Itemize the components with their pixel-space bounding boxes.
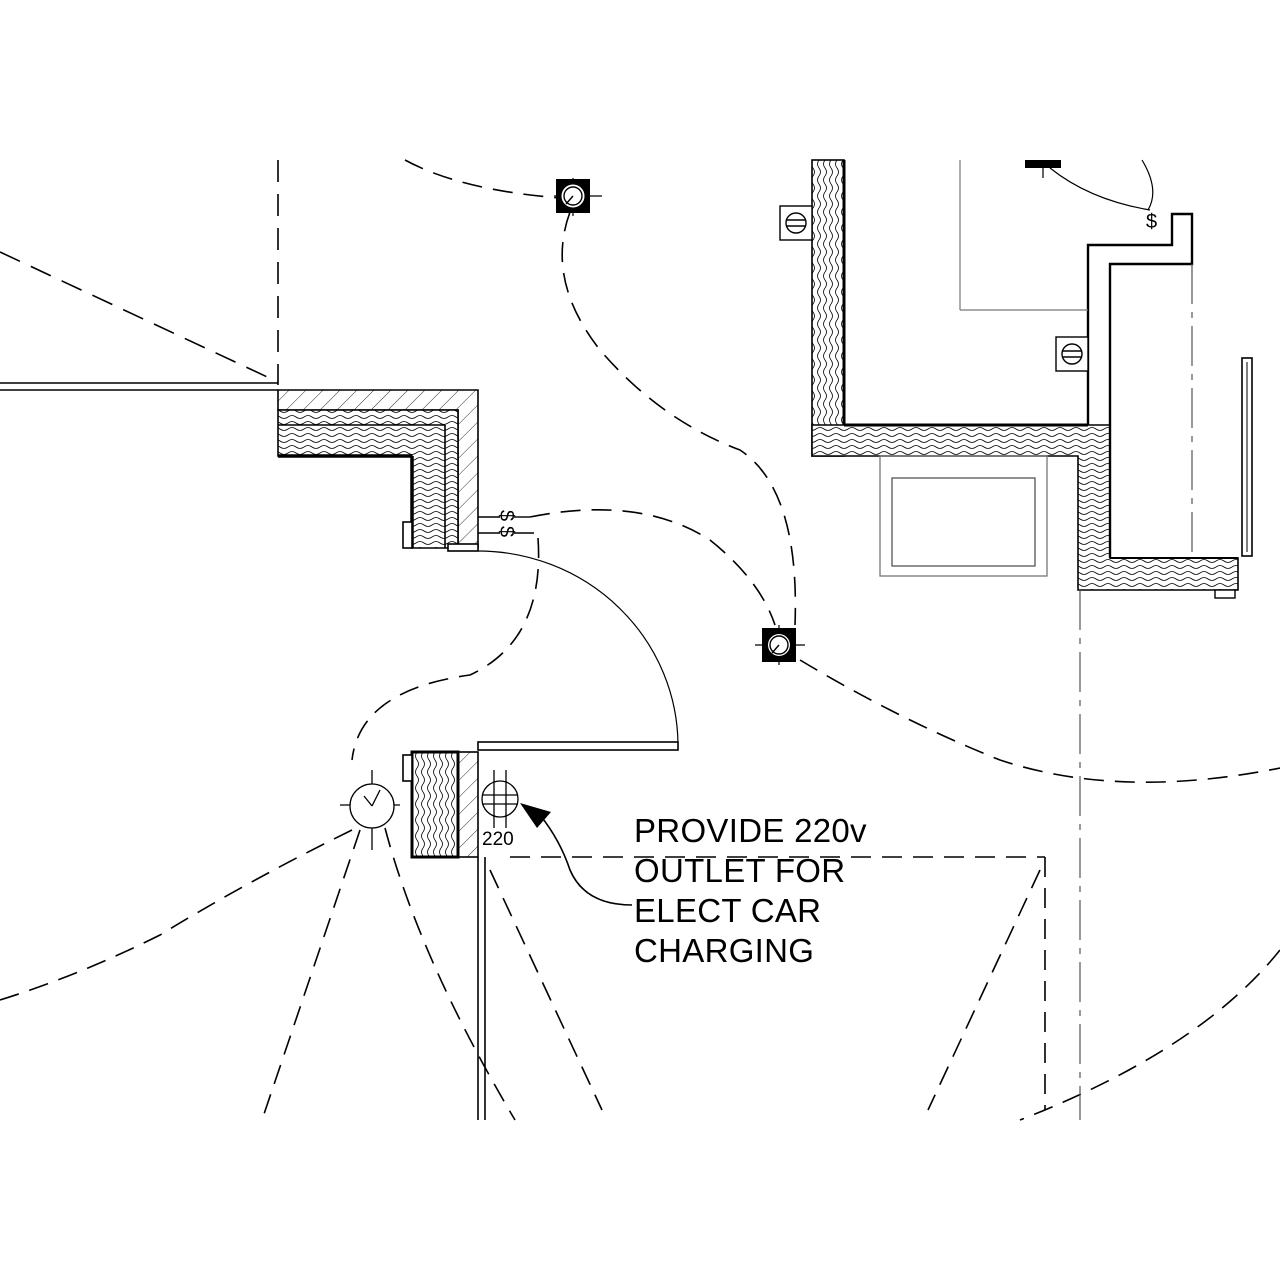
duplex-outlet-icon (1055, 336, 1089, 372)
door-panel (477, 741, 679, 751)
switch-symbol-2: $ (495, 526, 517, 537)
switch-group: $ $ (478, 510, 534, 537)
callout-line-2: OUTLET FOR (634, 852, 845, 889)
duplex-outlet-icon (779, 205, 813, 241)
left-wall-section (277, 389, 479, 552)
wiring-lines (0, 159, 1280, 1121)
special-outlet-icon (481, 770, 519, 828)
lower-wall-line (477, 857, 486, 1120)
switch-symbol-1: $ (495, 510, 517, 521)
door-swing (477, 550, 679, 746)
left-wall-line (0, 382, 278, 391)
circle-wall-light-icon (340, 770, 400, 850)
square-ceiling-light-icon (554, 178, 602, 216)
lower-wall-pier (402, 750, 479, 859)
outlet-220-label: 220 (482, 829, 514, 850)
square-ceiling-light-icon (755, 625, 805, 665)
callout-line-1: PROVIDE 220v (634, 812, 867, 849)
callout-note: PROVIDE 220v OUTLET FOR ELECT CAR CHARGI… (634, 812, 867, 969)
callout-line-3: ELECT CAR (634, 892, 821, 929)
switch-symbol-3: $ (1146, 211, 1157, 233)
right-wall-section (811, 159, 1253, 1120)
panel-box (879, 455, 1048, 577)
overhead-dashed-lines (0, 160, 279, 385)
leader-arrow-icon (520, 803, 633, 906)
callout-line-4: CHARGING (634, 932, 814, 969)
